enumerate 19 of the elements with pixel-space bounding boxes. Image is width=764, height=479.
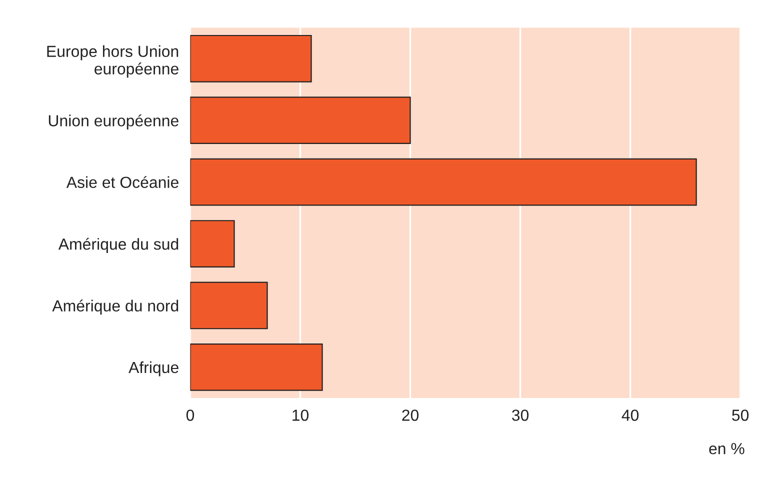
- bar: [190, 96, 411, 144]
- y-tick-label: Union européenne: [48, 114, 178, 130]
- x-tick-label: 30: [512, 410, 529, 421]
- x-tick-label: 50: [732, 410, 749, 421]
- bar: [190, 282, 268, 330]
- y-tick-label: Amérique du nord: [52, 300, 178, 315]
- y-tick-label: Afrique: [128, 361, 178, 376]
- bar: [190, 34, 312, 82]
- bar: [190, 220, 235, 268]
- x-tick-label: 40: [622, 410, 639, 421]
- x-tick-label: 10: [292, 410, 309, 421]
- x-tick-label: 20: [402, 410, 419, 421]
- x-tick-label: 0: [186, 410, 194, 421]
- text: en %: [709, 443, 744, 454]
- y-tick-label: Europe hors Union européenne: [47, 45, 178, 78]
- y-tick-label: Asie et Océanie: [66, 176, 178, 188]
- y-tick-label: Amérique du sud: [58, 238, 178, 253]
- bar: [190, 343, 323, 391]
- bar: [190, 158, 697, 206]
